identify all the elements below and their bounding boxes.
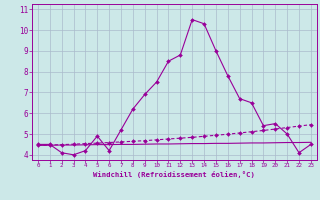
X-axis label: Windchill (Refroidissement éolien,°C): Windchill (Refroidissement éolien,°C) — [93, 171, 255, 178]
